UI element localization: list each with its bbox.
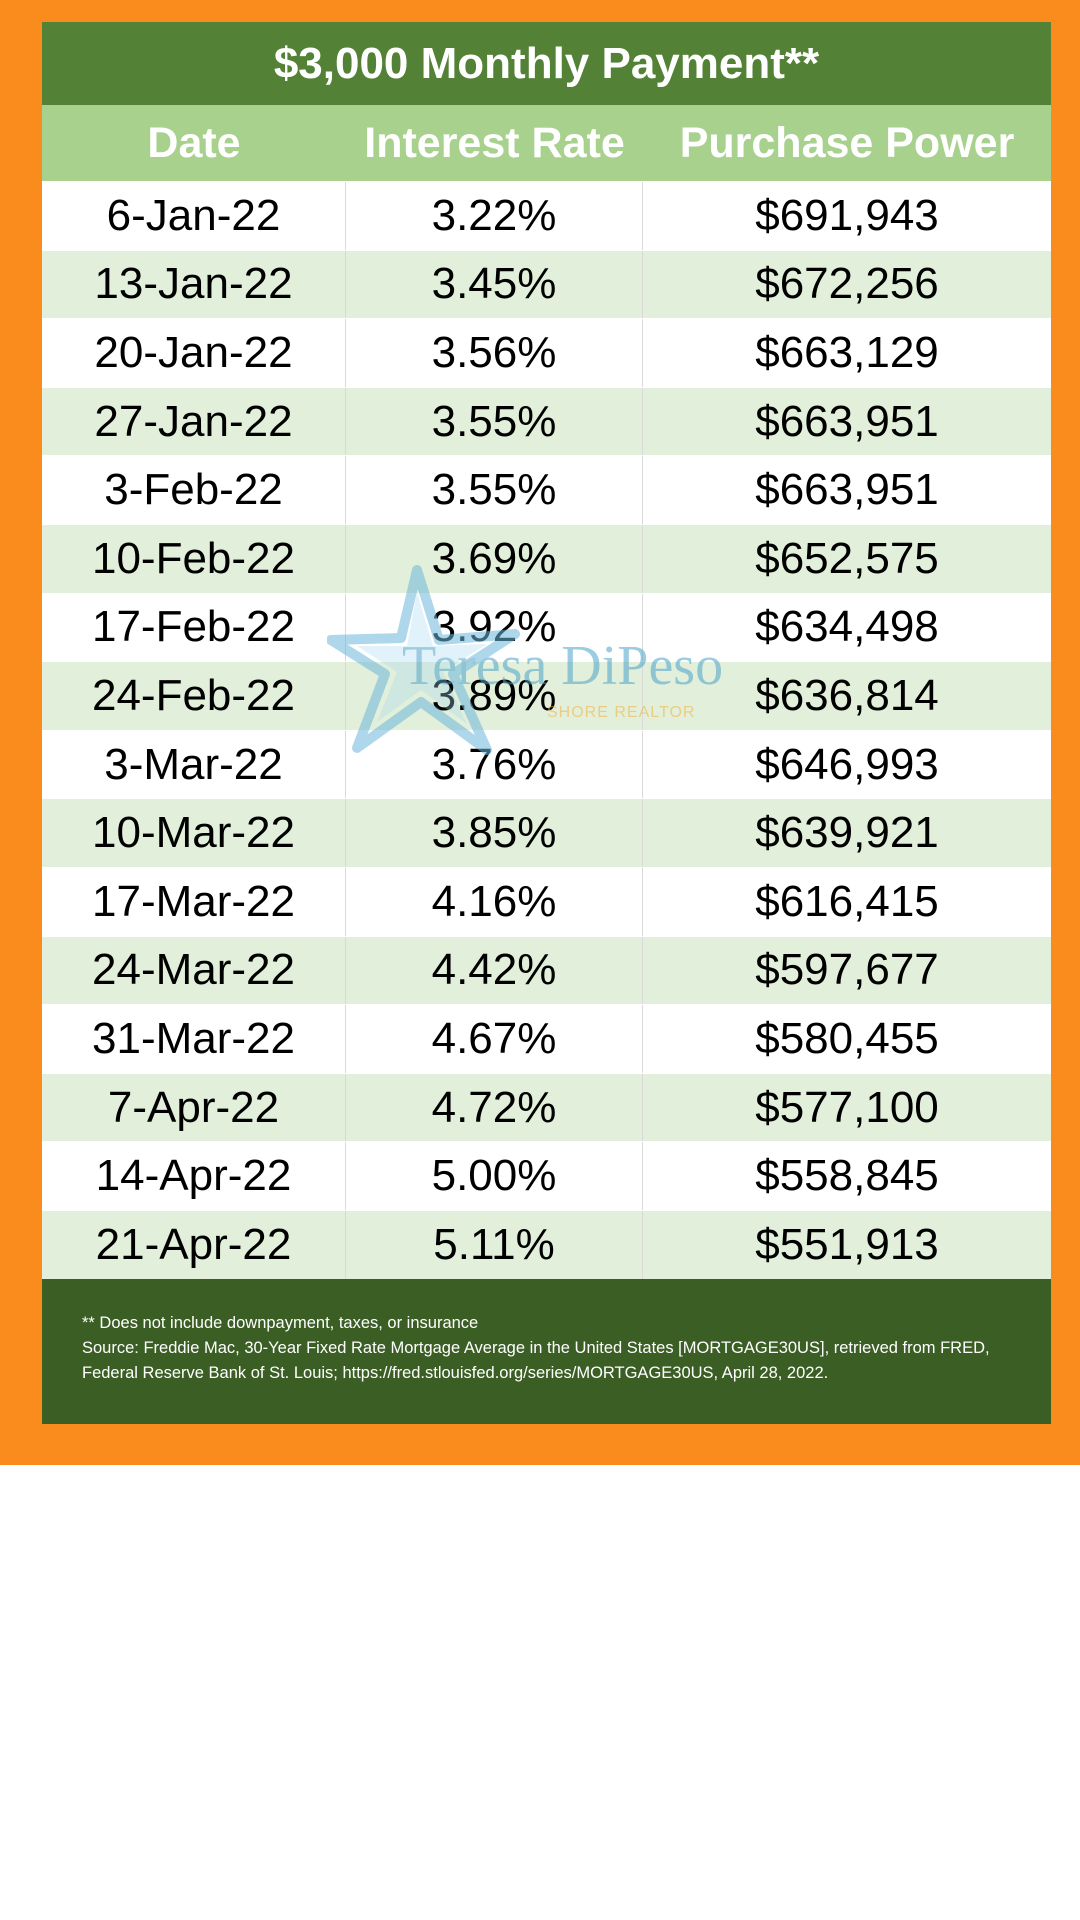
purchase-power-cell: $672,256 [755,259,939,309]
interest-rate-cell: 5.11% [346,1210,643,1279]
table-row: 13-Jan-22 3.45% $672,256 [42,249,1051,319]
interest-rate-cell: 3.22% [346,182,643,250]
date-cell: 24-Feb-22 [42,662,346,730]
table-row: 24-Mar-22 4.42% $597,677 [42,935,1051,1005]
interest-rate-cell: 4.72% [346,1073,643,1142]
date-cell: 17-Feb-22 [42,593,346,662]
interest-rate-cell: 3.56% [346,319,643,387]
purchase-power-cell: $616,415 [755,876,939,926]
interest-rate-cell: 3.76% [346,730,643,799]
footnote-panel: ** Does not include downpayment, taxes, … [42,1279,1051,1424]
interest-rate-cell: 5.00% [346,1142,643,1210]
table-row: 3-Feb-22 3.55% $663,951 [42,455,1051,524]
purchase-power-cell: $646,993 [755,739,939,789]
interest-rate-cell: 3.92% [346,593,643,662]
purchase-power-cell: $663,129 [755,327,939,377]
table-row: 7-Apr-22 4.72% $577,100 [42,1072,1051,1142]
purchase-power-cell: $663,951 [755,396,939,446]
date-cell: 3-Mar-22 [42,730,346,799]
column-header-date: Date [147,119,241,167]
table-row: 21-Apr-22 5.11% $551,913 [42,1209,1051,1279]
table-header-row: Date Interest Rate Purchase Power [42,105,1051,181]
purchase-power-cell: $551,913 [755,1219,939,1269]
interest-rate-cell: 3.85% [346,799,643,867]
footnote-disclaimer: ** Does not include downpayment, taxes, … [82,1314,479,1332]
date-cell: 3-Feb-22 [42,456,346,524]
date-cell: 10-Feb-22 [42,524,346,593]
interest-rate-cell: 3.55% [346,387,643,456]
interest-rate-cell: 4.42% [346,936,643,1005]
purchase-power-cell: $691,943 [755,190,939,240]
interest-rate-cell: 4.67% [346,1005,643,1073]
purchase-power-cell: $634,498 [755,602,939,652]
purchase-power-cell: $558,845 [755,1151,939,1201]
purchase-power-cell: $577,100 [755,1082,939,1132]
table-row: 3-Mar-22 3.76% $646,993 [42,729,1051,799]
table-row: 17-Feb-22 3.92% $634,498 [42,592,1051,662]
date-cell: 27-Jan-22 [42,387,346,456]
date-cell: 31-Mar-22 [42,1005,346,1073]
date-cell: 17-Mar-22 [42,867,346,936]
orange-frame: $3,000 Monthly Payment** Date Interest R… [0,0,1080,1465]
date-cell: 21-Apr-22 [42,1210,346,1279]
table-row: 10-Mar-22 3.85% $639,921 [42,798,1051,867]
table-row: 6-Jan-22 3.22% $691,943 [42,181,1051,250]
table-row: 31-Mar-22 4.67% $580,455 [42,1004,1051,1073]
date-cell: 20-Jan-22 [42,319,346,387]
date-cell: 24-Mar-22 [42,936,346,1005]
table-row: 24-Feb-22 3.89% $636,814 [42,661,1051,730]
table-row: 27-Jan-22 3.55% $663,951 [42,386,1051,456]
date-cell: 7-Apr-22 [42,1073,346,1142]
interest-rate-cell: 3.89% [346,662,643,730]
interest-rate-cell: 3.55% [346,456,643,524]
table-row: 20-Jan-22 3.56% $663,129 [42,318,1051,387]
purchase-power-cell: $580,455 [755,1013,939,1063]
rate-table-card: $3,000 Monthly Payment** Date Interest R… [42,22,1051,1424]
date-cell: 13-Jan-22 [42,250,346,319]
purchase-power-cell: $636,814 [755,670,939,720]
interest-rate-cell: 3.45% [346,250,643,319]
purchase-power-cell: $597,677 [755,945,939,995]
purchase-power-cell: $639,921 [755,808,939,858]
purchase-power-cell: $663,951 [755,465,939,515]
table-row: 10-Feb-22 3.69% $652,575 [42,523,1051,593]
date-cell: 6-Jan-22 [42,182,346,250]
footnote-source-line-1: Source: Freddie Mac, 30-Year Fixed Rate … [82,1339,990,1357]
interest-rate-cell: 3.69% [346,524,643,593]
purchase-power-cell: $652,575 [755,533,939,583]
table-row: 14-Apr-22 5.00% $558,845 [42,1141,1051,1210]
column-header-interest-rate: Interest Rate [364,119,625,167]
table-body: 6-Jan-22 3.22% $691,943 13-Jan-22 3.45% $672,… [42,181,1051,1279]
column-header-purchase-power: Purchase Power [679,119,1015,167]
date-cell: 14-Apr-22 [42,1142,346,1210]
table-row: 17-Mar-22 4.16% $616,415 [42,866,1051,936]
footnote-source-line-2: Federal Reserve Bank of St. Louis; https… [82,1364,829,1382]
table-title: $3,000 Monthly Payment** [42,22,1051,105]
date-cell: 10-Mar-22 [42,799,346,867]
interest-rate-cell: 4.16% [346,867,643,936]
